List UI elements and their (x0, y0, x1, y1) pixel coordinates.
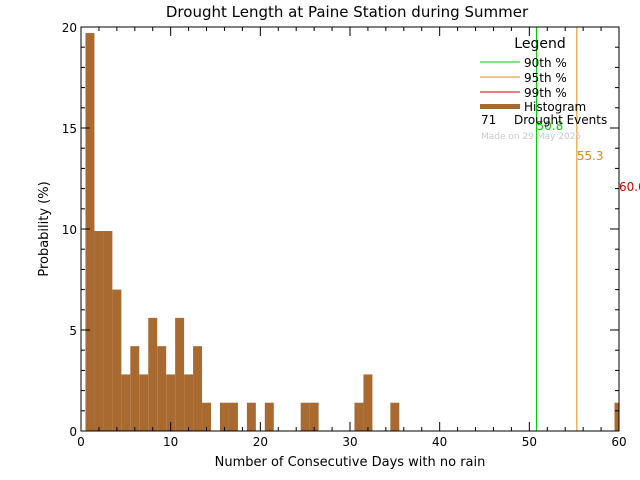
histogram-bar (166, 374, 176, 431)
histogram-bar (139, 374, 149, 431)
histogram-bar (184, 374, 194, 431)
legend-label-90th: 90th % (524, 56, 567, 70)
histogram-bar (157, 346, 167, 431)
histogram-bar (103, 231, 113, 431)
histogram-bar (300, 402, 310, 431)
legend-label-histogram: Histogram (524, 100, 586, 114)
histogram-bar (390, 402, 400, 431)
y-tick-label: 20 (62, 21, 77, 35)
y-axis-label: Probability (%) (37, 181, 52, 276)
histogram-bar (193, 346, 203, 431)
x-tick-label: 40 (432, 435, 447, 449)
histogram-bar (309, 402, 319, 431)
histogram-bar (130, 346, 140, 431)
x-tick-label: 10 (163, 435, 178, 449)
histogram-bar (175, 317, 185, 431)
histogram-bar (614, 402, 619, 431)
histogram-bar (121, 374, 131, 431)
legend-label-99th: 99th % (524, 86, 567, 100)
y-tick-label: 5 (69, 324, 77, 338)
histogram-bar (228, 402, 238, 431)
made-on-note: Made on 29 May 2025 (481, 132, 581, 142)
percentile-value-label: 50.8 (537, 119, 564, 133)
histogram-bar (202, 402, 212, 431)
legend-swatch-histogram (480, 104, 520, 109)
drought-events-count: 71 (481, 113, 496, 127)
x-tick-label: 30 (342, 435, 357, 449)
histogram-bar (354, 402, 364, 431)
percentile-value-label: 60.0 (619, 180, 640, 194)
drought-events-label: Drought Events (514, 113, 607, 127)
y-tick-label: 0 (69, 425, 77, 439)
histogram-bar (219, 402, 229, 431)
histogram-bar (264, 402, 274, 431)
legend-label-95th: 95th % (524, 71, 567, 85)
histogram-bar (85, 33, 95, 432)
legend-title: Legend (514, 36, 565, 52)
y-tick-label: 10 (62, 223, 77, 237)
histogram-bars (85, 33, 619, 432)
chart-title: Drought Length at Paine Station during S… (166, 3, 529, 21)
x-axis-ticks: 0 10 20 30 40 50 60 (77, 27, 627, 449)
x-axis-label: Number of Consecutive Days with no rain (215, 455, 486, 470)
x-tick-label: 20 (253, 435, 268, 449)
legend: Legend 90th % 95th % 99th % Histogram 71… (480, 36, 607, 142)
histogram-bar (363, 374, 373, 431)
histogram-bar (112, 289, 122, 431)
x-tick-label: 60 (611, 435, 626, 449)
percentile-value-label: 55.3 (577, 149, 604, 163)
histogram-bar (148, 317, 158, 431)
y-tick-label: 15 (62, 122, 77, 136)
x-tick-label: 0 (77, 435, 85, 449)
x-tick-label: 50 (522, 435, 537, 449)
y-axis-ticks: 0 5 10 15 20 (62, 21, 619, 439)
histogram-bar (246, 402, 256, 431)
histogram-bar (94, 231, 104, 431)
